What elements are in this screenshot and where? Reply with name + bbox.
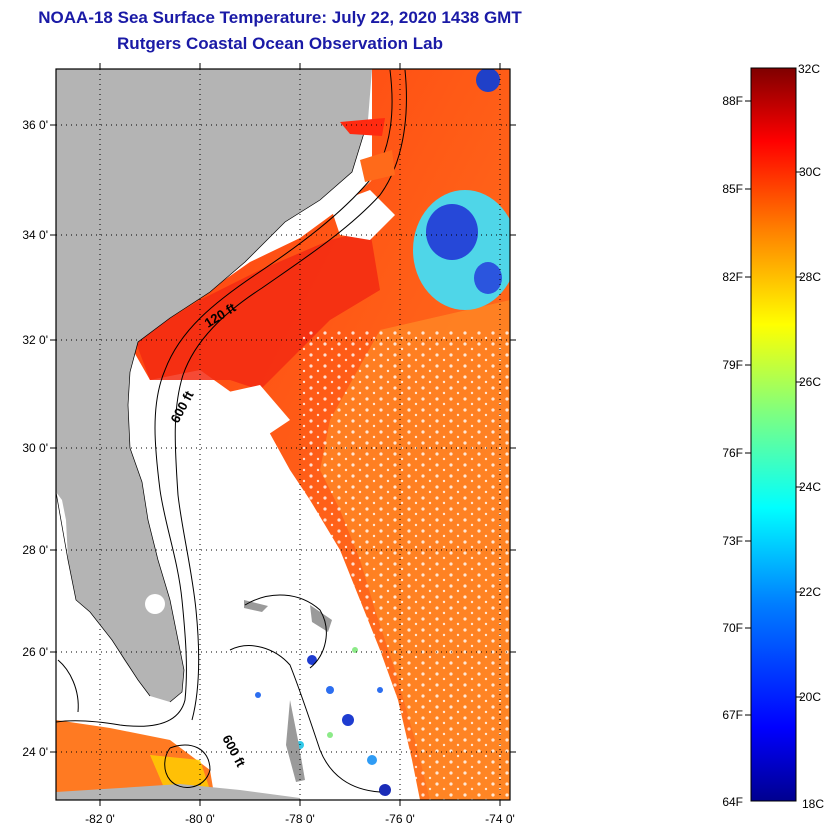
land-southeast-us — [56, 69, 372, 702]
graticule — [56, 69, 510, 800]
lat-label: 34 0' — [22, 228, 48, 242]
lat-label: 30 0' — [22, 441, 48, 455]
gulf-stream-core — [135, 230, 380, 390]
colorbar-label-f: 82F — [722, 270, 743, 284]
colorbar-label-c: 32C — [798, 62, 820, 76]
cloud-patch — [215, 385, 290, 440]
lon-label: -76 0' — [385, 812, 415, 826]
cool-patch — [476, 69, 500, 92]
colorbar-label-c: 20C — [799, 690, 821, 704]
cloud-speckle — [300, 330, 510, 800]
colorbar-label-f: 76F — [722, 446, 743, 460]
cool-eddy-core — [474, 262, 502, 294]
lat-label: 32 0' — [22, 333, 48, 347]
lat-label: 36 0' — [22, 118, 48, 132]
colorbar-ticks — [745, 100, 802, 716]
colorbar — [750, 67, 797, 802]
land-bahamas — [244, 600, 268, 612]
colorbar-label-c: 28C — [799, 270, 821, 284]
lat-label: 26 0' — [22, 645, 48, 659]
map-border — [55, 68, 511, 801]
colorbar-label-c: 30C — [799, 165, 821, 179]
cool-eddy-core — [426, 204, 478, 260]
lat-label: 24 0' — [22, 745, 48, 759]
colorbar-label-c: 18C — [802, 797, 824, 811]
coastline — [56, 119, 369, 703]
colorbar-label-f: 64F — [722, 795, 743, 809]
lon-label: -74 0' — [485, 812, 515, 826]
map-subtitle: Rutgers Coastal Ocean Observation Lab — [117, 34, 443, 53]
map-frame — [56, 69, 510, 800]
land-bahamas — [286, 700, 305, 782]
pamlico-sound — [340, 118, 385, 136]
colorbar-label-f: 67F — [722, 708, 743, 722]
map-title: NOAA-18 Sea Surface Temperature: July 22… — [38, 8, 522, 27]
colorbar-label-c: 24C — [799, 480, 821, 494]
colorbar-label-c: 26C — [799, 375, 821, 389]
lon-label: -82 0' — [85, 812, 115, 826]
lon-label: -80 0' — [185, 812, 215, 826]
bathymetry-contours — [56, 69, 407, 793]
colorbar-label-f: 88F — [722, 94, 743, 108]
lon-label: -78 0' — [285, 812, 315, 826]
sound-water — [360, 150, 395, 182]
axis-ticks — [50, 63, 516, 806]
cloud-patch — [330, 190, 395, 240]
land-bahamas — [310, 605, 332, 632]
lat-label: 28 0' — [22, 543, 48, 557]
colorbar-label-f: 79F — [722, 358, 743, 372]
colorbar-label-f: 73F — [722, 534, 743, 548]
colorbar-label-f: 70F — [722, 621, 743, 635]
lake-okeechobee — [145, 594, 165, 614]
land-cuba — [56, 784, 300, 800]
colorbar-label-f: 85F — [722, 182, 743, 196]
colorbar-label-c: 22C — [799, 585, 821, 599]
